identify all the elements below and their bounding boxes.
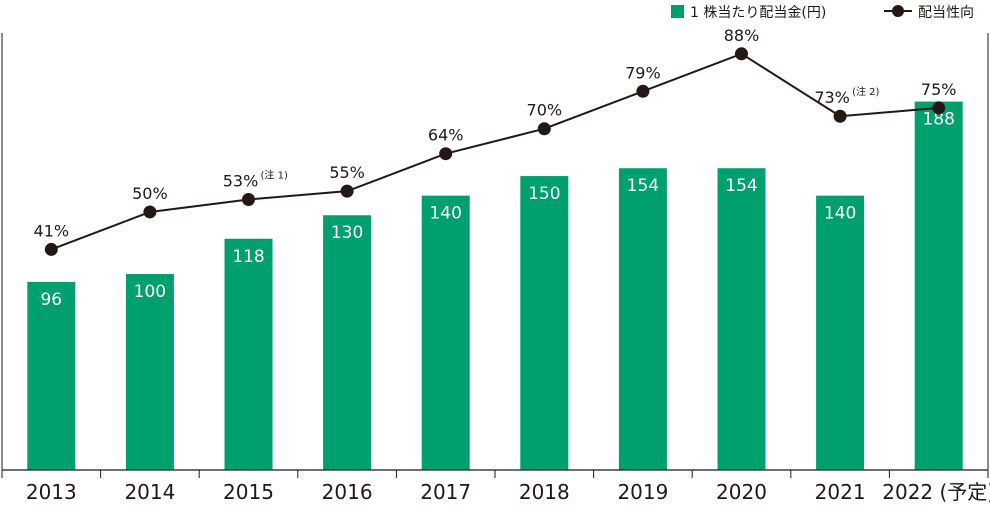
bars: 96 100 118 130 140 150 154 154 140 188	[27, 101, 963, 471]
bar	[27, 281, 76, 470]
x-tick-label: 2014	[124, 480, 175, 504]
x-tick-label: 2018	[519, 480, 570, 504]
legend-bar-swatch	[671, 5, 684, 18]
bar	[520, 176, 569, 470]
x-tick-label: 2020	[716, 480, 767, 504]
bar	[421, 195, 470, 471]
bar	[618, 168, 667, 470]
payout-point	[44, 242, 58, 256]
payout-value-label: 53%	[223, 171, 259, 190]
payout-value-label: 73%	[814, 88, 850, 107]
payout-value-label: 75%	[921, 80, 957, 99]
legend-line-label: 配当性向	[918, 5, 974, 21]
bar-value-label: 154	[627, 176, 659, 196]
payout-point	[833, 109, 847, 123]
payout-line: 41% 50% 53% (注 1) 55% 64% 70% 79% 88% 73% (注 2) 75%	[34, 26, 957, 256]
payout-value-label: 79%	[625, 63, 661, 82]
bar-value-label: 140	[824, 204, 856, 224]
x-tick-label: 2013	[26, 480, 77, 504]
legend-line-marker	[892, 5, 904, 17]
payout-note-label: (注 1)	[261, 168, 288, 181]
payout-point	[340, 184, 354, 198]
payout-point	[735, 47, 748, 61]
payout-line-path	[50, 52, 939, 251]
payout-value-label: 41%	[34, 221, 70, 240]
payout-point	[242, 192, 255, 206]
bar	[224, 238, 273, 470]
bar-value-label: 188	[922, 110, 954, 130]
payout-value-label: 88%	[724, 26, 760, 45]
payout-value-label: 64%	[428, 126, 464, 145]
bar-value-label: 96	[40, 290, 62, 310]
bar-value-label: 118	[232, 247, 264, 267]
bar	[717, 168, 766, 470]
bar	[816, 195, 865, 471]
bar-value-label: 150	[528, 184, 560, 204]
x-tick-label: 2015	[223, 480, 274, 504]
x-axis: 2013 2014 2015 2016 2017 2018 2019 2020 2021 2022…	[1, 469, 990, 504]
x-tick-label: 2017	[420, 480, 471, 504]
payout-value-label: 70%	[527, 101, 563, 120]
x-tick-label: 2016	[322, 480, 373, 504]
payout-point	[636, 84, 650, 98]
payout-point	[537, 122, 551, 136]
bar	[914, 101, 963, 471]
bar	[125, 274, 174, 470]
bar	[323, 215, 372, 470]
payout-value-label: 50%	[132, 184, 168, 203]
bar-value-label: 130	[331, 223, 363, 243]
bar-value-label: 140	[429, 204, 461, 224]
payout-note-label: (注 2)	[852, 85, 879, 98]
chart-frame	[1, 33, 989, 470]
payout-point	[439, 147, 453, 161]
bar-value-label: 100	[134, 282, 166, 302]
x-tick-label: 2022 (予定)	[882, 480, 990, 504]
x-tick-label: 2019	[617, 480, 668, 504]
payout-point	[143, 205, 157, 219]
legend: 1 株当たり配当金(円) 配当性向	[671, 5, 974, 21]
bar-value-label: 154	[725, 176, 757, 196]
legend-bar-label: 1 株当たり配当金(円)	[690, 5, 826, 21]
payout-point	[932, 101, 946, 115]
x-tick-label: 2021	[815, 480, 866, 504]
payout-value-label: 55%	[329, 163, 365, 182]
